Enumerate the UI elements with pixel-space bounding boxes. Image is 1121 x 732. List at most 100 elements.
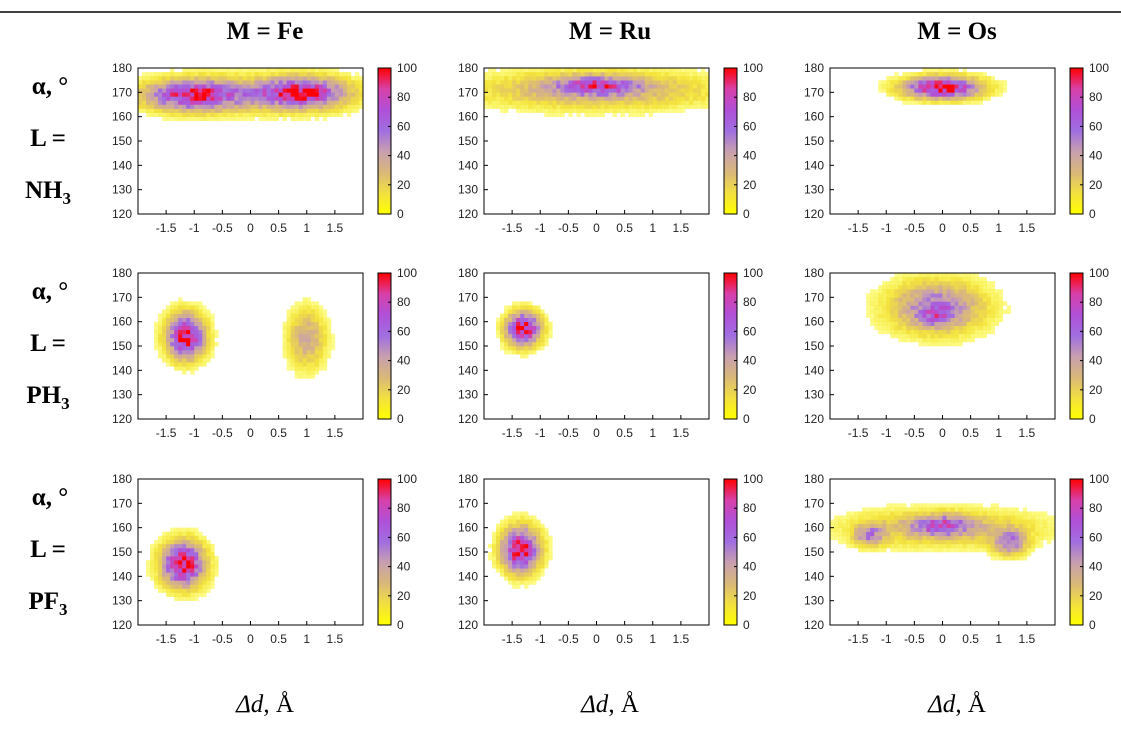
- heatmap-cell: [604, 92, 609, 97]
- heatmap-cell: [882, 309, 887, 314]
- heatmap-cell: [942, 80, 947, 85]
- heatmap-cell: [182, 305, 187, 310]
- heatmap-cell: [970, 531, 975, 537]
- heatmap-cell: [214, 76, 219, 81]
- heatmap-cell: [946, 523, 951, 528]
- heatmap-cell: [990, 301, 996, 306]
- heatmap-cell: [536, 88, 541, 93]
- heatmap-cell: [962, 325, 967, 331]
- heatmap-cell: [294, 350, 300, 355]
- heatmap-cell: [660, 108, 666, 113]
- heatmap-cell: [862, 543, 867, 549]
- heatmap-cell: [878, 531, 883, 537]
- heatmap-cell: [954, 76, 959, 81]
- heatmap-cell: [508, 519, 513, 524]
- heatmap-cell: [182, 588, 187, 593]
- heatmap-cell: [592, 108, 597, 113]
- heatmap-cell: [516, 539, 521, 545]
- heatmap-cell: [512, 92, 517, 97]
- heatmap-cell: [182, 568, 187, 573]
- heatmap-cell: [958, 72, 963, 77]
- heatmap-cell: [942, 507, 947, 512]
- heatmap-cell: [516, 104, 521, 109]
- heatmap-cell: [946, 527, 951, 533]
- heatmap-cell: [170, 100, 175, 105]
- heatmap-cell: [516, 84, 521, 89]
- heatmap-cell: [206, 556, 211, 561]
- heatmap-cell: [696, 76, 702, 81]
- heatmap-cell: [536, 523, 541, 528]
- heatmap-cell: [186, 321, 191, 327]
- heatmap-cell: [664, 72, 670, 77]
- heatmap-cell: [330, 333, 336, 339]
- heatmap-cell: [600, 104, 605, 109]
- heatmap-cell: [882, 317, 887, 322]
- heatmap-cell: [298, 80, 304, 85]
- heatmap-cell: [338, 92, 344, 97]
- heatmap-cell: [668, 72, 674, 77]
- heatmap-cell: [194, 337, 199, 343]
- heatmap-cell: [354, 96, 360, 101]
- heatmap-cell: [696, 104, 702, 109]
- heatmap-cell: [866, 297, 871, 302]
- heatmap-cell: [616, 100, 621, 105]
- heatmap-cells: [138, 68, 364, 122]
- heatmap-cell: [930, 80, 935, 85]
- heatmap-cell: [210, 576, 215, 581]
- heatmap-cell: [890, 507, 895, 512]
- heatmap-cell: [298, 108, 304, 113]
- heatmap-cell: [234, 76, 239, 81]
- heatmap-cell: [170, 584, 175, 589]
- heatmap-cell: [970, 511, 975, 516]
- heatmap-cell: [166, 354, 171, 359]
- heatmap-cell: [958, 297, 963, 302]
- heatmap-cell: [532, 523, 537, 528]
- heatmap-cell: [500, 572, 505, 577]
- y-tick-label: 150: [804, 134, 824, 148]
- heatmap-cell: [298, 309, 304, 314]
- row-label-ligand: PH3: [26, 382, 69, 413]
- heatmap-cell: [190, 100, 195, 105]
- heatmap-cell: [154, 584, 159, 589]
- heatmap-cell: [866, 293, 871, 298]
- heatmap-cell: [234, 116, 239, 122]
- heatmap-cell: [150, 72, 155, 77]
- heatmap-cell: [878, 539, 883, 545]
- heatmap-cell: [162, 96, 167, 101]
- heatmap-cell: [238, 88, 243, 93]
- heatmap-cell: [862, 539, 867, 545]
- heatmap-cell: [870, 297, 875, 302]
- heatmap-cell: [162, 88, 167, 93]
- heatmap-cell: [342, 96, 348, 101]
- heatmap-cell: [1018, 511, 1024, 516]
- heatmap-cell: [214, 92, 219, 97]
- heatmap-cell: [994, 301, 1000, 306]
- heatmap-cell: [154, 96, 159, 101]
- heatmap-cell: [548, 84, 553, 89]
- heatmap-cell: [700, 100, 706, 105]
- heatmap-cell: [930, 341, 935, 347]
- heatmap-cell: [942, 329, 947, 335]
- heatmap-cell: [886, 321, 891, 327]
- heatmap-cell: [922, 543, 927, 549]
- y-tick-label: 160: [458, 110, 478, 124]
- heatmap-cell: [520, 346, 525, 351]
- heatmap-cell: [922, 88, 927, 93]
- ligand-subscript: 3: [61, 394, 70, 413]
- heatmap-cell: [942, 317, 947, 322]
- heatmap-cell: [898, 313, 903, 318]
- heatmap-cell: [162, 337, 167, 343]
- heatmap-cell: [616, 76, 621, 81]
- heatmap-cell: [338, 76, 344, 81]
- heatmap-cell: [286, 333, 291, 339]
- heatmap-cell: [866, 515, 871, 520]
- heatmap-cell: [198, 547, 203, 553]
- heatmap-cell: [576, 84, 581, 89]
- heatmap-cell: [170, 350, 175, 355]
- heatmap-cell: [592, 88, 597, 93]
- heatmap-cell: [294, 333, 300, 339]
- heatmap-cell: [970, 527, 975, 533]
- heatmap-cell: [516, 313, 521, 318]
